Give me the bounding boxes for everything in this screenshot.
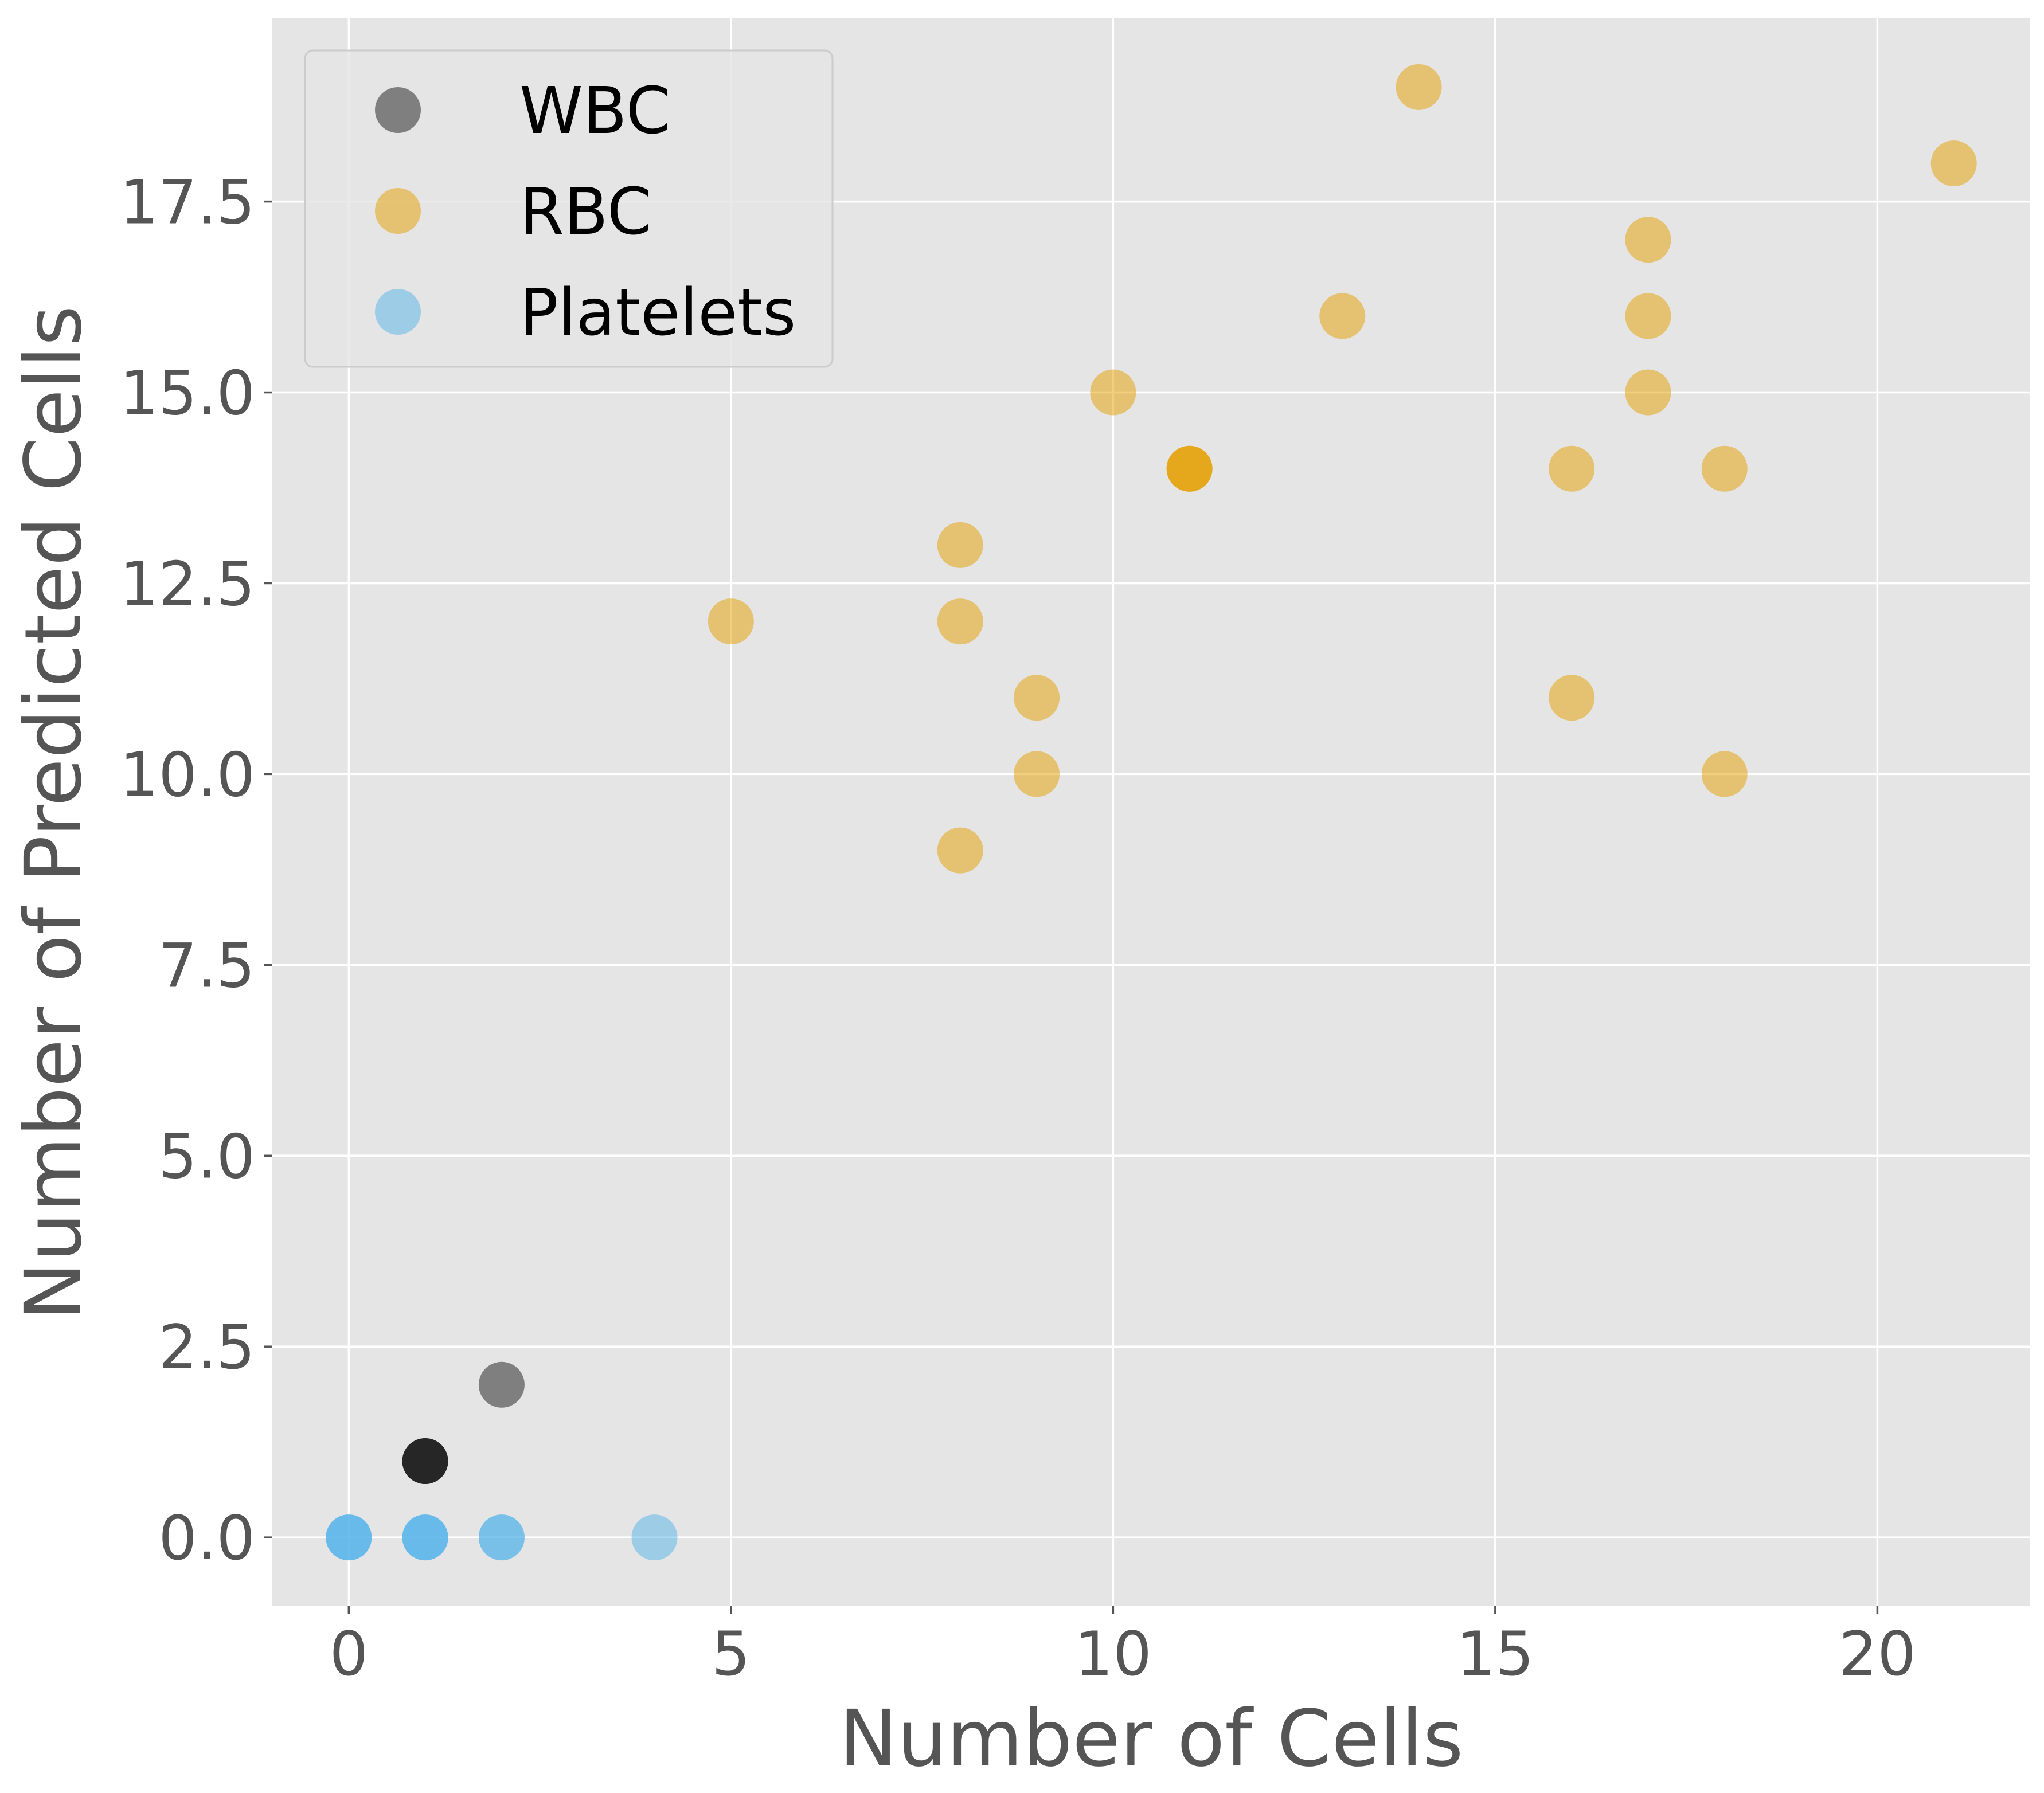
rbc-point bbox=[1625, 369, 1671, 416]
legend: WBC RBC Platelets bbox=[304, 49, 834, 368]
wbc-legend-marker bbox=[375, 87, 421, 133]
rbc-point bbox=[1701, 445, 1748, 492]
y-tick-label: 2.5 bbox=[158, 1312, 255, 1383]
data-points bbox=[326, 64, 1977, 1561]
rbc-point bbox=[1549, 445, 1595, 492]
y-tick-label: 0.0 bbox=[158, 1503, 255, 1573]
platelets-point bbox=[402, 1514, 448, 1561]
x-tick-label: 5 bbox=[712, 1619, 750, 1689]
x-axis-ticks: 0 5 10 15 20 bbox=[330, 1606, 1916, 1689]
y-tick-label: 17.5 bbox=[120, 167, 255, 238]
x-tick-label: 20 bbox=[1839, 1619, 1916, 1689]
platelets-point bbox=[326, 1514, 372, 1561]
x-axis-label: Number of Cells bbox=[839, 1694, 1464, 1784]
y-tick-label: 10.0 bbox=[120, 739, 255, 810]
rbc-point bbox=[1090, 369, 1136, 416]
y-tick-label: 15.0 bbox=[120, 358, 255, 429]
y-tick-label: 12.5 bbox=[120, 549, 255, 619]
x-tick-label: 15 bbox=[1456, 1619, 1534, 1689]
y-tick-label: 5.0 bbox=[158, 1121, 255, 1192]
legend-items: WBC RBC Platelets bbox=[375, 74, 796, 350]
y-axis-ticks: 0.0 2.5 5.0 7.5 10.0 12.5 15.0 17.5 bbox=[120, 167, 272, 1573]
rbc-legend-marker bbox=[375, 188, 421, 234]
rbc-point bbox=[708, 598, 754, 645]
x-tick-label: 10 bbox=[1074, 1619, 1152, 1689]
y-axis-label: Number of Predicted Cells bbox=[9, 306, 99, 1321]
rbc-point bbox=[1014, 751, 1060, 797]
rbc-legend-label: RBC bbox=[519, 175, 652, 249]
x-tick-label: 0 bbox=[330, 1619, 368, 1689]
rbc-point bbox=[1319, 293, 1366, 339]
rbc-point bbox=[1930, 140, 1977, 187]
rbc-point bbox=[937, 827, 983, 874]
platelets-point bbox=[631, 1514, 678, 1561]
platelets-legend-marker bbox=[375, 289, 421, 335]
platelets-point bbox=[478, 1514, 525, 1561]
rbc-point bbox=[937, 598, 983, 645]
rbc-point bbox=[1166, 445, 1213, 492]
rbc-point bbox=[1625, 293, 1671, 339]
rbc-point bbox=[1396, 64, 1442, 110]
wbc-point bbox=[478, 1361, 525, 1408]
rbc-point bbox=[937, 522, 983, 568]
rbc-point bbox=[1701, 751, 1748, 797]
y-tick-label: 7.5 bbox=[158, 930, 255, 1001]
wbc-legend-label: WBC bbox=[519, 74, 671, 148]
wbc-point bbox=[402, 1438, 448, 1484]
rbc-point bbox=[1549, 675, 1595, 721]
rbc-point bbox=[1625, 217, 1671, 263]
platelets-legend-label: Platelets bbox=[519, 276, 796, 350]
legend-box bbox=[304, 49, 834, 368]
rbc-point bbox=[1014, 675, 1060, 721]
